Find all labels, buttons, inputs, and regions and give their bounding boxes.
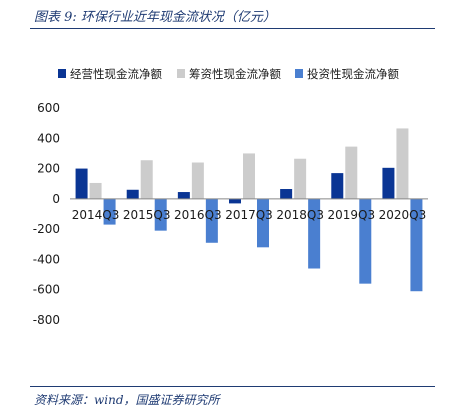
bar-2018Q3-series-2 bbox=[308, 198, 321, 269]
x-tick-label-0: 2014Q3 bbox=[72, 208, 120, 222]
bar-2017Q3-series-2 bbox=[257, 198, 269, 248]
bar-2015Q3-series-0 bbox=[126, 189, 139, 199]
x-tick-label-4: 2018Q3 bbox=[276, 208, 324, 222]
legend-swatch-2 bbox=[295, 69, 303, 78]
bar-2015Q3-series-1 bbox=[140, 160, 153, 199]
bar-2020Q3-series-2 bbox=[410, 198, 423, 292]
legend-label-2: 投资性现金流净额 bbox=[307, 67, 399, 81]
y-tick-label-5: -400 bbox=[33, 252, 60, 266]
x-tick-label-6: 2020Q3 bbox=[379, 208, 427, 222]
source-rule bbox=[30, 386, 435, 387]
y-tick-label-7: -800 bbox=[33, 313, 60, 327]
bar-2017Q3-series-0 bbox=[229, 198, 241, 204]
bar-2016Q3-series-0 bbox=[177, 192, 190, 199]
legend-label-0: 经营性现金流净额 bbox=[70, 67, 162, 81]
x-tick-label-1: 2015Q3 bbox=[123, 208, 171, 222]
y-tick-label-1: 400 bbox=[37, 131, 60, 145]
bars-group bbox=[75, 128, 423, 292]
bar-2016Q3-series-2 bbox=[205, 198, 218, 243]
x-tick-label-2: 2016Q3 bbox=[174, 208, 222, 222]
x-tick-label-5: 2019Q3 bbox=[327, 208, 375, 222]
x-tick-label-3: 2017Q3 bbox=[225, 208, 273, 222]
bar-2016Q3-series-1 bbox=[191, 162, 204, 199]
bar-2020Q3-series-0 bbox=[382, 167, 395, 199]
legend-swatch-1 bbox=[177, 69, 185, 78]
bar-2019Q3-series-1 bbox=[345, 146, 358, 199]
bar-2017Q3-series-1 bbox=[243, 153, 255, 199]
bar-2015Q3-series-2 bbox=[154, 198, 167, 231]
bar-2014Q3-series-2 bbox=[103, 198, 116, 225]
y-tick-label-4: -200 bbox=[33, 222, 60, 236]
figure-caption: 图表 9: 环保行业近年现金流状况（亿元） bbox=[34, 10, 276, 25]
bar-2018Q3-series-1 bbox=[294, 158, 307, 199]
y-tick-label-6: -600 bbox=[33, 283, 60, 297]
bar-2014Q3-series-1 bbox=[89, 182, 102, 199]
chart-legend: 经营性现金流净额 筹资性现金流净额 投资性现金流净额 bbox=[58, 67, 399, 81]
bar-2019Q3-series-2 bbox=[359, 198, 372, 284]
source-note: 资料来源：wind，国盛证券研究所 bbox=[34, 393, 220, 407]
caption-rule bbox=[30, 28, 435, 29]
y-tick-label-3: 0 bbox=[52, 192, 60, 206]
y-tick-label-0: 600 bbox=[37, 101, 60, 115]
x-axis: 2014Q3 2015Q3 2016Q3 2017Q3 2018Q3 2019Q3 2020… bbox=[72, 208, 426, 222]
legend-label-1: 筹资性现金流净额 bbox=[189, 67, 281, 81]
bar-2019Q3-series-0 bbox=[331, 173, 344, 199]
bar-2020Q3-series-1 bbox=[396, 128, 409, 199]
legend-swatch-0 bbox=[58, 69, 66, 78]
bar-2018Q3-series-0 bbox=[280, 189, 293, 199]
bar-2014Q3-series-0 bbox=[75, 168, 88, 199]
y-tick-label-2: 200 bbox=[37, 162, 60, 176]
y-axis: 600 400 200 0 -200 -400 -600 -800 bbox=[33, 101, 60, 327]
